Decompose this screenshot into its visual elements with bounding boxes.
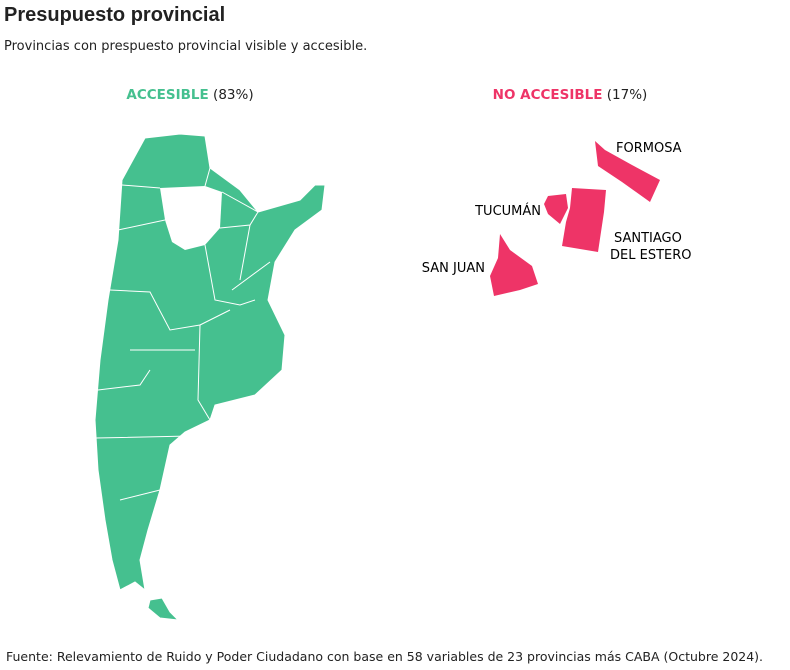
province-label: DEL ESTERO — [610, 248, 692, 263]
province-label: SANTIAGO — [614, 231, 682, 246]
region — [544, 194, 568, 224]
inaccessible-map — [490, 141, 660, 296]
province-label: FORMOSA — [616, 141, 682, 156]
region — [595, 141, 660, 202]
group-label: NO ACCESIBLE (17%) — [493, 87, 648, 103]
group-name: NO ACCESIBLE — [493, 87, 603, 103]
group-label: ACCESIBLE (83%) — [126, 87, 253, 103]
region — [490, 234, 538, 296]
group-share: (17%) — [607, 87, 648, 103]
subtitle: Provincias con prespuesto provincial vis… — [4, 39, 368, 54]
region — [562, 188, 606, 252]
borders — [95, 167, 271, 501]
map: ACCESIBLE (83%) NO ACCESIBLE (17%) FORMO… — [94, 87, 692, 621]
excluded-area — [160, 186, 222, 250]
title: Presupuesto provincial — [4, 4, 226, 26]
province-label: TUCUMÁN — [474, 203, 541, 219]
group-name: ACCESIBLE — [126, 87, 208, 103]
province-label: SAN JUAN — [422, 261, 485, 276]
region — [147, 597, 180, 621]
source: Fuente: Relevamiento de Ruido y Poder Ci… — [6, 649, 764, 664]
group-share: (83%) — [213, 87, 254, 103]
